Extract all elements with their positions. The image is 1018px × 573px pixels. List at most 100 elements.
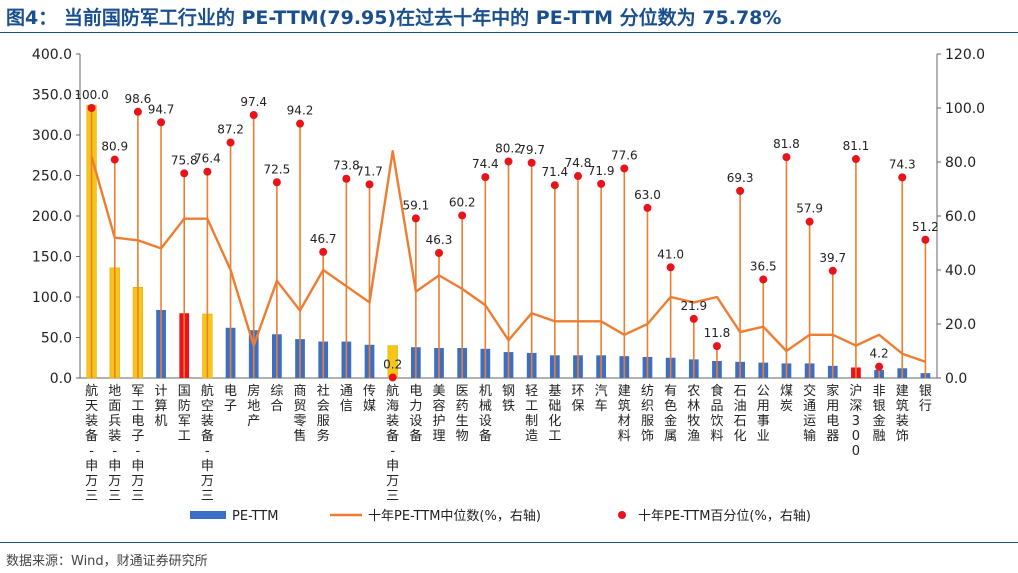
percentile-data-label: 94.7 bbox=[148, 102, 175, 116]
percentile-data-label: 63.0 bbox=[634, 188, 661, 202]
percentile-data-label: 71.7 bbox=[356, 164, 383, 178]
category-label: 地面兵装-申万三 bbox=[108, 384, 121, 504]
category-label: 汽车 bbox=[595, 384, 608, 414]
percentile-data-label: 21.9 bbox=[680, 299, 707, 313]
percentile-dot bbox=[342, 174, 351, 183]
category-label: 航天装备-申万三 bbox=[85, 383, 98, 504]
legend-label-pe: PE-TTM bbox=[232, 509, 278, 524]
percentile-data-label: 71.9 bbox=[588, 164, 615, 178]
data-labels: 100.0 80.9 98.694.7 75.876.4 87.2 97.4 72.5 94.… bbox=[74, 88, 938, 371]
category-label: 建筑材料 bbox=[618, 384, 631, 444]
percentile-dot bbox=[736, 186, 745, 195]
category-label: 石油石化 bbox=[734, 384, 747, 444]
category-label: 轻工制造 bbox=[525, 384, 538, 444]
category-label: 家用电器 bbox=[826, 383, 839, 444]
percentile-dot bbox=[504, 157, 513, 166]
percentile-dot bbox=[272, 178, 281, 187]
percentile-data-label: 69.3 bbox=[727, 171, 754, 185]
category-label: 商贸零售 bbox=[294, 384, 307, 444]
left-tick-label: 100.0 bbox=[32, 290, 72, 306]
left-tick-label: 150.0 bbox=[32, 250, 72, 266]
percentile-data-label: 60.2 bbox=[449, 195, 476, 209]
percentile-dot bbox=[712, 342, 721, 351]
percentile-data-label: 72.5 bbox=[264, 162, 291, 176]
category-label: 军工电子-申万三 bbox=[131, 384, 144, 504]
percentile-data-label: 100.0 bbox=[74, 88, 108, 102]
percentile-data-label: 73.8 bbox=[333, 159, 360, 173]
percentile-dot bbox=[921, 235, 930, 244]
percentile-dot bbox=[133, 107, 142, 116]
percentile-dot bbox=[689, 314, 698, 323]
percentile-dot bbox=[898, 173, 907, 182]
percentile-dot bbox=[828, 266, 837, 275]
percentile-dot bbox=[597, 179, 606, 188]
category-label: 医药生物 bbox=[456, 384, 469, 444]
category-label: 农林牧渔 bbox=[687, 384, 700, 444]
percentile-dot bbox=[388, 373, 397, 382]
category-label: 航空装备-申万三 bbox=[201, 383, 214, 504]
percentile-dot bbox=[157, 118, 166, 127]
right-tick-label: 80.0 bbox=[945, 155, 976, 171]
legend-label-percentile: 十年PE-TTM百分位(%，右轴) bbox=[638, 509, 811, 524]
chart-area: 0.0 50.0 100.0 150.0 200.0 250.0 300.0 350.0 400… bbox=[32, 47, 985, 524]
category-label: 非银金融 bbox=[873, 384, 886, 444]
percentile-data-label: 11.8 bbox=[704, 326, 731, 340]
percentile-dot bbox=[759, 275, 768, 284]
category-label: 有色金属 bbox=[664, 384, 677, 444]
percentile-data-label: 36.5 bbox=[750, 259, 777, 273]
percentile-data-label: 81.1 bbox=[843, 139, 870, 153]
left-tick-label: 250.0 bbox=[32, 169, 72, 185]
axes: 0.0 50.0 100.0 150.0 200.0 250.0 300.0 350.0 400… bbox=[32, 47, 985, 387]
category-label: 银行 bbox=[919, 384, 932, 414]
percentile-data-label: 4.2 bbox=[870, 347, 889, 361]
median-line bbox=[90, 149, 926, 363]
percentile-dot bbox=[411, 214, 420, 223]
percentile-dot-series bbox=[87, 104, 930, 382]
left-tick-label: 200.0 bbox=[32, 209, 72, 225]
left-tick-label: 0.0 bbox=[50, 371, 72, 387]
percentile-data-label: 74.8 bbox=[565, 156, 592, 170]
chart-title: 图4： 当前国防军工行业的 PE-TTM(79.95)在过去十年中的 PE-TT… bbox=[6, 7, 782, 29]
category-label: 国防军工 bbox=[178, 384, 191, 444]
percentile-dot bbox=[666, 263, 675, 272]
percentile-data-label: 71.4 bbox=[541, 165, 568, 179]
category-label: 美容护理 bbox=[433, 384, 446, 444]
category-label: 综合 bbox=[270, 384, 283, 414]
percentile-data-label: 80.2 bbox=[495, 141, 522, 155]
legend: PE-TTM 十年PE-TTM中位数(%，右轴) 十年PE-TTM百分位(%，右轴) bbox=[190, 509, 811, 524]
median-line-series bbox=[90, 149, 926, 363]
percentile-dot bbox=[573, 172, 582, 181]
right-tick-label: 120.0 bbox=[945, 47, 985, 63]
legend-label-median: 十年PE-TTM中位数(%，右轴) bbox=[368, 509, 541, 524]
category-label: 食品饮料 bbox=[710, 383, 723, 444]
percentile-dot bbox=[435, 248, 444, 257]
percentile-dot bbox=[226, 138, 235, 147]
category-label: 电力设备 bbox=[409, 384, 422, 444]
category-label: 交通运输 bbox=[803, 383, 816, 444]
category-label: 公用事业 bbox=[757, 384, 770, 444]
percentile-dot bbox=[180, 169, 189, 178]
percentile-dot bbox=[851, 155, 860, 164]
percentile-data-label: 74.3 bbox=[889, 157, 916, 171]
percentile-dot bbox=[550, 181, 559, 190]
percentile-dot bbox=[805, 217, 814, 226]
footer-divider bbox=[0, 542, 1018, 543]
percentile-data-label: 77.6 bbox=[611, 148, 638, 162]
percentile-data-label: 75.8 bbox=[171, 153, 198, 167]
right-tick-label: 20.0 bbox=[945, 317, 976, 333]
percentile-dot bbox=[527, 158, 536, 167]
right-tick-label: 0.0 bbox=[945, 371, 967, 387]
category-label: 机械设备 bbox=[479, 384, 492, 444]
category-label: 沪深 3 0 0 bbox=[849, 383, 862, 459]
left-tick-label: 50.0 bbox=[41, 331, 72, 347]
category-label: 航海装备-申万三 bbox=[386, 383, 399, 504]
percentile-data-label: 41.0 bbox=[657, 247, 684, 261]
percentile-stems bbox=[90, 108, 927, 378]
percentile-data-label: 81.8 bbox=[773, 137, 800, 151]
percentile-dot bbox=[643, 203, 652, 212]
percentile-data-label: 46.7 bbox=[310, 232, 337, 246]
category-label: 纺织服饰 bbox=[641, 384, 654, 444]
category-label: 钢铁 bbox=[502, 384, 515, 414]
percentile-dot bbox=[481, 173, 490, 182]
legend-dot-swatch bbox=[618, 511, 626, 519]
